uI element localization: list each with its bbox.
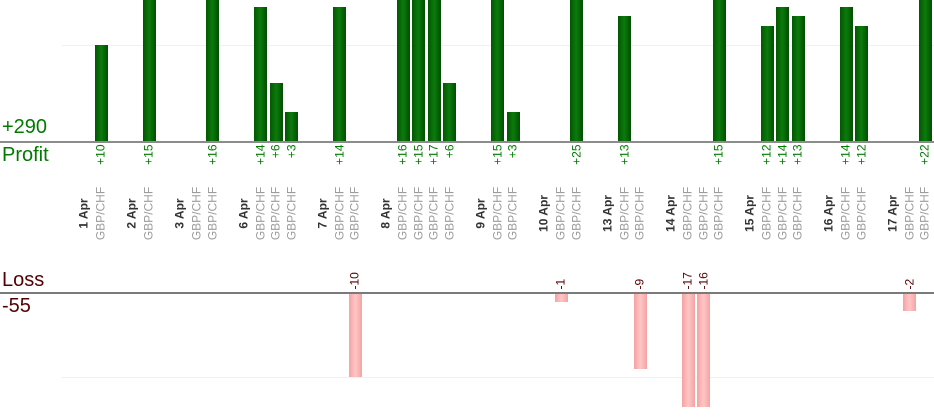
profit-bar [918, 0, 932, 141]
profit-bar [285, 112, 298, 141]
profit-bar [412, 0, 425, 141]
profit-value-label: +13 [617, 144, 631, 165]
loss-value-label: -1 [553, 278, 568, 289]
loss-value-label: -17 [680, 271, 695, 289]
profit-value-label: +3 [284, 144, 298, 158]
loss-value-label: -10 [347, 271, 362, 289]
profit-value-label: +16 [205, 144, 219, 165]
profit-value-label: +22 [917, 144, 932, 165]
profit-label: Profit [2, 144, 49, 166]
loss-gridline-minus10 [62, 377, 934, 378]
date-label: 10 Apr [536, 194, 551, 232]
profit-bar [396, 0, 410, 141]
date-label: 14 Apr [663, 194, 678, 232]
profit-value-label: +25 [569, 144, 583, 165]
profit-value-label: +13 [790, 144, 805, 165]
date-label: 3 Apr [172, 197, 187, 229]
loss-bar [903, 294, 916, 311]
profit-value-label: +15 [490, 144, 504, 165]
profit-value-label: +12 [759, 144, 774, 165]
loss-bar [348, 294, 362, 377]
date-label: 8 Apr [378, 197, 393, 229]
profit-bar [427, 0, 441, 141]
profit-bar [269, 83, 283, 141]
profit-value-label: +10 [93, 144, 108, 165]
profit-value-label: +15 [411, 144, 425, 165]
profit-bar [254, 7, 267, 141]
profit-bar [491, 0, 504, 141]
loss-value-label: -9 [632, 278, 647, 289]
profit-total: +290 [2, 116, 48, 138]
loss-bar [697, 294, 710, 407]
loss-value-label: -16 [696, 271, 710, 289]
date-label: 17 Apr [885, 194, 899, 232]
profit-value-label: +17 [426, 144, 441, 165]
profit-bar [760, 26, 774, 141]
loss-total: -55 [2, 295, 31, 317]
profit-bar [618, 16, 631, 141]
profit-value-label: +3 [505, 144, 520, 158]
loss-bar [633, 294, 647, 369]
date-label: 2 Apr [124, 197, 139, 229]
profit-bar [142, 0, 156, 141]
loss-axis-line [0, 292, 934, 294]
profit-value-label: +16 [395, 144, 410, 165]
profit-bar [791, 16, 805, 141]
profit-value-label: +15 [141, 144, 156, 165]
profit-axis-line [0, 141, 934, 143]
profit-bar [206, 0, 219, 141]
loss-bar [681, 294, 695, 407]
profit-value-label: +15 [711, 144, 726, 165]
profit-value-label: +6 [442, 144, 456, 158]
loss-value-label: -2 [902, 278, 916, 289]
date-label: 6 Apr [236, 197, 250, 229]
date-label: 16 Apr [821, 194, 836, 232]
profit-value-label: +14 [838, 144, 853, 165]
date-label: 7 Apr [315, 197, 329, 229]
profit-value-label: +14 [775, 144, 789, 165]
loss-bar [554, 294, 568, 302]
profit-bar [839, 7, 853, 141]
profit-bar [94, 45, 108, 141]
date-label: 1 Apr [76, 197, 91, 229]
profit-value-label: +6 [268, 144, 283, 158]
pair-label: GBP/CHF [189, 186, 204, 240]
profit-value-label: +14 [253, 144, 267, 165]
date-label: 13 Apr [600, 194, 614, 232]
date-label: 9 Apr [473, 197, 487, 229]
profit-bar [333, 7, 346, 141]
profit-bar [776, 7, 789, 141]
profit-bar [506, 112, 520, 141]
profit-bar [855, 26, 868, 141]
profit-bar [570, 0, 583, 141]
profit-value-label: +14 [332, 144, 346, 165]
profit-value-label: +12 [854, 144, 868, 165]
date-label: 15 Apr [742, 194, 757, 232]
profit-bar [712, 0, 726, 141]
profit-bar [443, 83, 456, 141]
loss-label: Loss [2, 269, 45, 291]
